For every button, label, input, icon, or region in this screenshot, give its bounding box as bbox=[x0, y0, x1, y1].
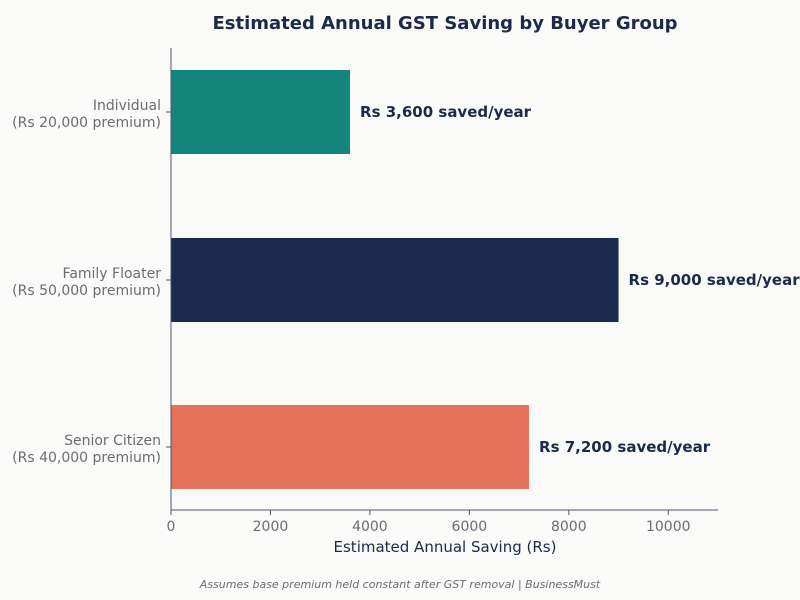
x-tick-label: 2000 bbox=[253, 519, 289, 535]
bar-0 bbox=[171, 70, 351, 154]
bar-2 bbox=[171, 405, 530, 489]
data-label: Rs 3,600 saved/year bbox=[360, 103, 532, 121]
x-tick-label: 10000 bbox=[646, 519, 691, 535]
bar-1 bbox=[171, 238, 619, 322]
bars-layer bbox=[171, 70, 619, 489]
data-label: Rs 7,200 saved/year bbox=[539, 438, 711, 456]
y-tick-label: Senior Citizen bbox=[64, 433, 161, 449]
footnote: Assumes base premium held constant after… bbox=[199, 578, 601, 591]
y-tick-labels: Individual(Rs 20,000 premium) Family Floa… bbox=[12, 98, 171, 466]
y-tick-label: Individual bbox=[93, 98, 161, 114]
x-tick-labels: 0 2000 4000 6000 8000 10000 bbox=[167, 510, 691, 535]
x-axis-label: Estimated Annual Saving (Rs) bbox=[334, 538, 557, 556]
data-label: Rs 9,000 saved/year bbox=[629, 271, 800, 289]
x-tick-label: 6000 bbox=[452, 519, 488, 535]
data-labels: Rs 3,600 saved/year Rs 9,000 saved/year Rs… bbox=[360, 103, 800, 456]
x-tick-label: 4000 bbox=[352, 519, 388, 535]
y-tick-sublabel: (Rs 40,000 premium) bbox=[12, 450, 161, 466]
x-tick-label: 8000 bbox=[551, 519, 587, 535]
chart-title: Estimated Annual GST Saving by Buyer Gro… bbox=[212, 13, 677, 34]
y-tick-sublabel: (Rs 50,000 premium) bbox=[12, 283, 161, 299]
y-tick-sublabel: (Rs 20,000 premium) bbox=[12, 115, 161, 131]
x-tick-label: 0 bbox=[167, 519, 176, 535]
y-tick-label: Family Floater bbox=[63, 266, 162, 282]
